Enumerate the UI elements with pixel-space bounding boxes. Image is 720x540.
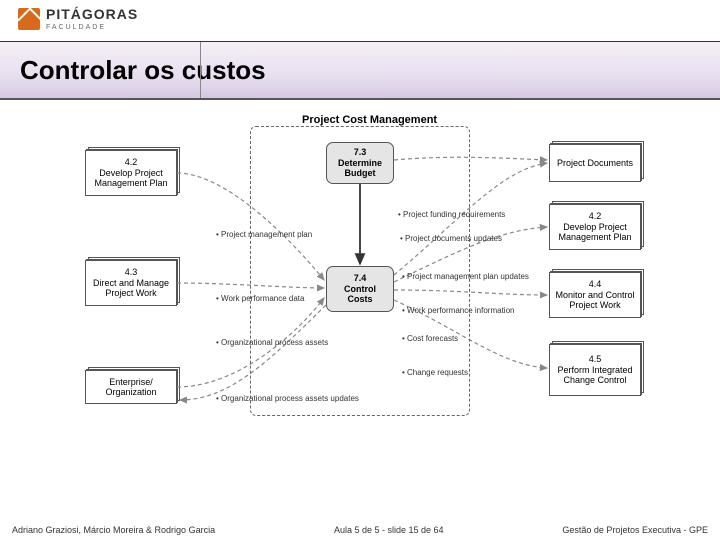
node-num: 4.2: [589, 211, 602, 221]
node-b74: 7.4Control Costs: [326, 266, 394, 312]
node-label: Control Costs: [331, 284, 389, 305]
node-num: 4.3: [125, 267, 138, 277]
node-b45: 4.5Perform Integrated Change Control: [549, 344, 641, 396]
node-num: 4.5: [589, 354, 602, 364]
node-label: Perform Integrated Change Control: [554, 365, 636, 386]
node-b44: 4.4Monitor and Control Project Work: [549, 272, 641, 318]
brand-sub: FACULDADE: [46, 24, 138, 31]
bullet-bl_pfr: Project funding requirements: [398, 210, 505, 219]
bullet-bl_opa: Organizational process assets: [216, 338, 328, 347]
node-b73: 7.3Determine Budget: [326, 142, 394, 184]
footer-right: Gestão de Projetos Executiva - GPE: [562, 525, 708, 535]
bullet-bl_cr: Change requests: [402, 368, 468, 377]
bullet-bl_cf: Cost forecasts: [402, 334, 458, 343]
node-bent: Enterprise/ Organization: [85, 370, 177, 404]
node-num: 4.2: [125, 157, 138, 167]
node-b42r: 4.2Develop Project Management Plan: [549, 204, 641, 250]
brand-logo: PITÁGORAS FACULDADE: [18, 6, 138, 31]
logo-icon: [18, 8, 40, 30]
diagram-canvas: Project Cost Management 4.2Develop Proje…: [0, 100, 720, 518]
bullet-bl_pdu: Project documents updates: [400, 234, 502, 243]
group-title: Project Cost Management: [302, 114, 437, 126]
title-band: Controlar os custos: [0, 42, 720, 100]
node-label: Develop Project Management Plan: [90, 168, 172, 189]
node-label: Develop Project Management Plan: [554, 222, 636, 243]
footer: Adriano Graziosi, Márcio Moreira & Rodri…: [0, 520, 720, 540]
footer-mid: Aula 5 de 5 - slide 15 de 64: [334, 525, 444, 535]
bullet-bl_opau: Organizational process assets updates: [216, 394, 359, 403]
footer-left: Adriano Graziosi, Márcio Moreira & Rodri…: [12, 525, 215, 535]
header-bar: PITÁGORAS FACULDADE: [0, 0, 720, 42]
node-num: 4.4: [589, 279, 602, 289]
node-label: Direct and Manage Project Work: [90, 278, 172, 299]
node-label: Project Documents: [557, 158, 633, 168]
bullet-bl_wpi: Work performance information: [402, 306, 514, 315]
brand-name: PITÁGORAS: [46, 6, 138, 22]
bullet-bl_pmp: Project management plan: [216, 230, 312, 239]
node-label: Determine Budget: [331, 158, 389, 179]
node-bdoc: Project Documents: [549, 144, 641, 182]
node-b43: 4.3Direct and Manage Project Work: [85, 260, 177, 306]
bullet-bl_wpd: Work performance data: [216, 294, 304, 303]
node-num: 7.4: [354, 273, 367, 283]
node-num: 7.3: [354, 147, 367, 157]
node-label: Enterprise/ Organization: [90, 377, 172, 398]
bullet-bl_pmpu: Project management plan updates: [402, 272, 529, 281]
node-label: Monitor and Control Project Work: [554, 290, 636, 311]
title-divider: [200, 42, 201, 98]
node-b42: 4.2Develop Project Management Plan: [85, 150, 177, 196]
page-title: Controlar os custos: [0, 55, 266, 86]
